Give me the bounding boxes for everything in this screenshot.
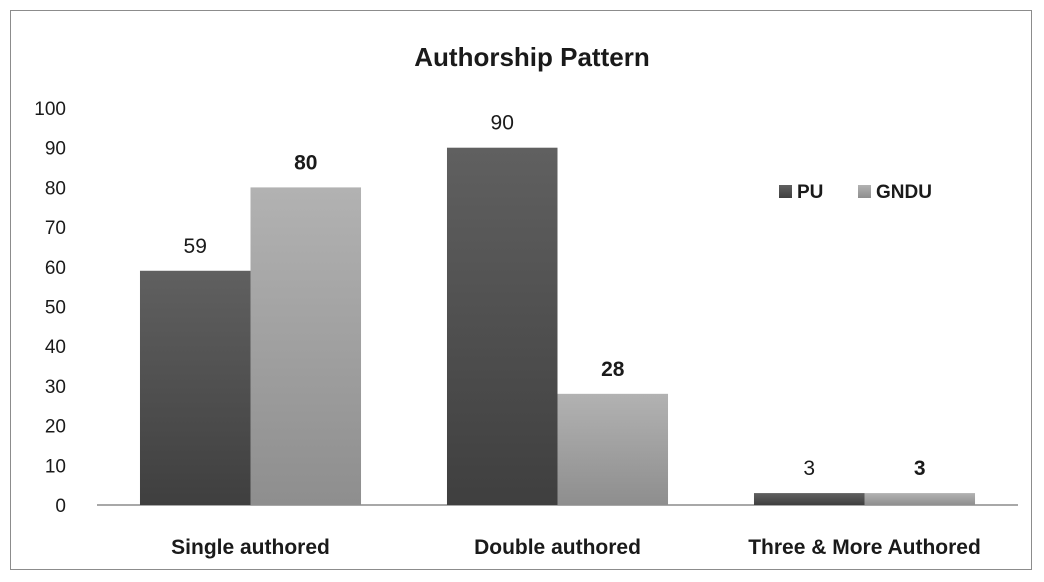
y-tick-label: 10 — [45, 456, 66, 477]
data-label-pu-2: 90 — [491, 112, 514, 135]
bars — [139, 147, 976, 505]
bar-pu-3 — [753, 493, 865, 505]
bar-pu-2 — [446, 147, 558, 505]
data-label-pu-3: 3 — [803, 457, 815, 480]
data-label-gndu-2: 28 — [601, 358, 625, 381]
x-axis: Single authored Double authored Three & Mo… — [171, 536, 981, 559]
y-tick-label: 70 — [45, 218, 66, 239]
data-label-pu-1: 59 — [184, 235, 207, 258]
data-label-gndu-3: 3 — [914, 457, 926, 480]
category-label: Double authored — [474, 536, 641, 559]
legend-label-gndu: GNDU — [876, 182, 932, 203]
y-tick-label: 30 — [45, 377, 66, 398]
bar-pu-1 — [139, 270, 251, 505]
legend-swatch-gndu — [858, 185, 871, 198]
chart-title: Authorship Pattern — [414, 42, 649, 72]
category-label: Single authored — [171, 536, 330, 559]
y-tick-label: 60 — [45, 258, 66, 279]
y-tick-label: 20 — [45, 417, 66, 438]
legend-swatch-pu — [779, 185, 792, 198]
bar-gndu-3 — [864, 493, 976, 505]
y-tick-label: 100 — [34, 99, 66, 120]
y-tick-label: 50 — [45, 298, 66, 319]
y-tick-label: 90 — [45, 139, 66, 160]
y-tick-label: 80 — [45, 178, 66, 199]
data-labels: 59 80 90 28 3 3 — [184, 112, 926, 480]
y-tick-label: 40 — [45, 337, 66, 358]
bar-gndu-2 — [557, 393, 669, 505]
y-tick-label: 0 — [55, 496, 66, 517]
category-label: Three & More Authored — [748, 536, 981, 559]
legend: PU GNDU — [779, 182, 932, 203]
legend-label-pu: PU — [797, 182, 823, 203]
bar-gndu-1 — [250, 187, 362, 505]
data-label-gndu-1: 80 — [294, 151, 317, 174]
